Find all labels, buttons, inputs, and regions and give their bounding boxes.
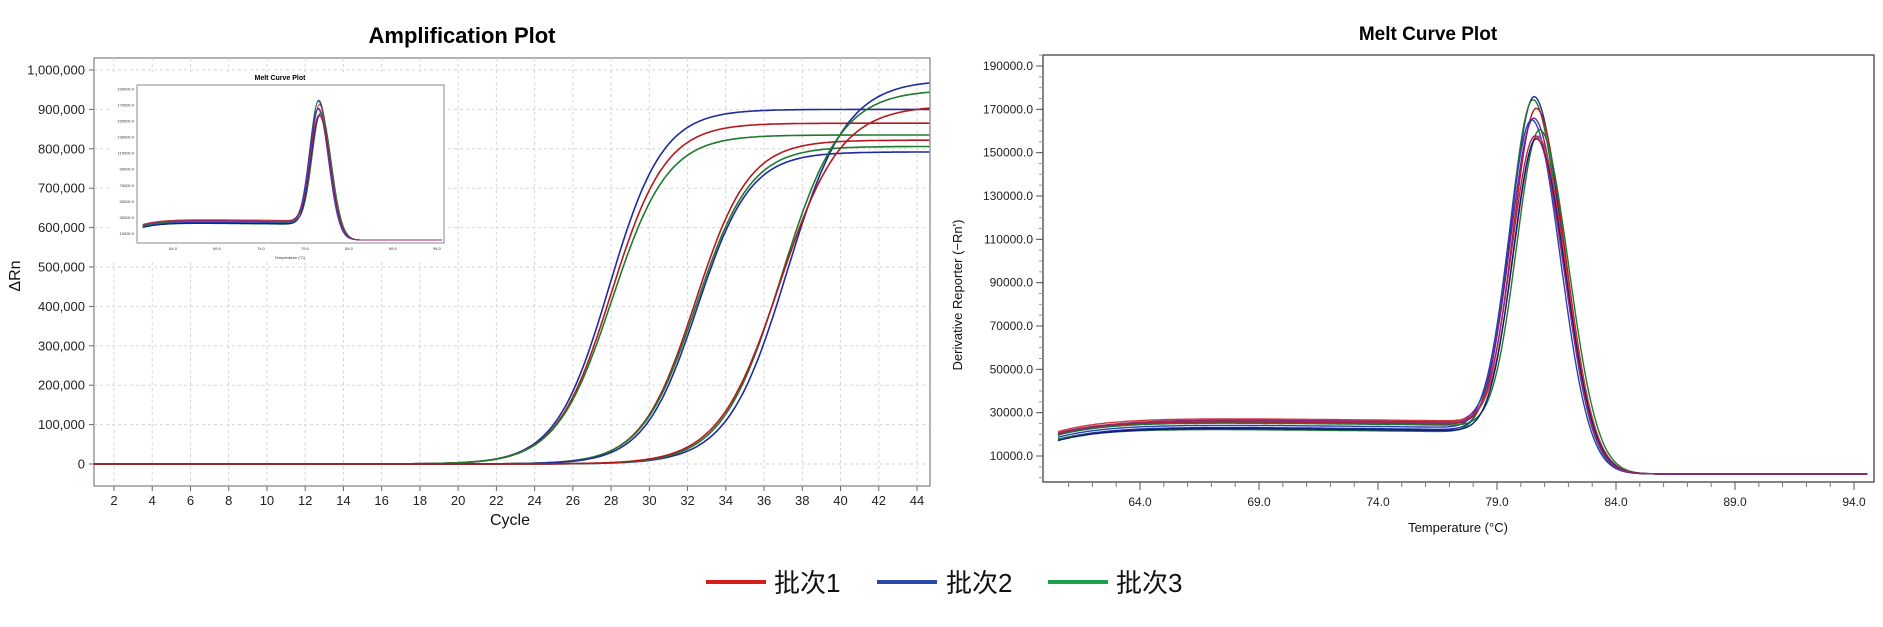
inset-x-tick-label: 94.0 <box>433 246 442 251</box>
inset-melt-curve-9 <box>142 114 442 241</box>
x-tick-label: 16 <box>374 493 388 508</box>
melt-frame <box>1042 54 1875 483</box>
inset-frame <box>136 84 445 244</box>
amplification-y-label: ΔRn <box>7 260 24 291</box>
inset-y-tick-label: 150000.0 <box>117 119 134 124</box>
x-tick-label: 34 <box>719 493 733 508</box>
x-tick-label: 8 <box>225 493 232 508</box>
amplification-curve-9 <box>93 107 930 465</box>
melt-y-tick-label: 50000.0 <box>990 362 1034 376</box>
x-tick-label: 2 <box>110 493 117 508</box>
legend: 批次1 批次2 批次3 <box>706 568 1182 598</box>
y-tick-label: 200,000 <box>38 378 85 393</box>
inset-y-tick-label: 70000.0 <box>120 183 135 188</box>
y-tick-label: 300,000 <box>38 338 85 353</box>
x-tick-label: 42 <box>872 493 886 508</box>
x-tick-label: 36 <box>757 493 771 508</box>
melt-x-tick-label: 64.0 <box>1128 495 1152 509</box>
y-tick-label: 0 <box>78 457 85 472</box>
melt-y-tick-label: 170000.0 <box>983 102 1033 116</box>
x-tick-label: 40 <box>833 493 847 508</box>
inset-x-tick-label: 69.0 <box>213 246 222 251</box>
y-tick-label: 800,000 <box>38 141 85 156</box>
amplification-plot: Amplification Plot 2 4 6 8 10 12 14 16 18 20 22 24 2… <box>7 23 931 529</box>
melt-curve-9 <box>1057 135 1868 475</box>
inset-y-tick-label: 170000.0 <box>117 103 134 108</box>
inset-y-tick-label: 10000.0 <box>120 231 135 236</box>
y-tick-label: 500,000 <box>38 260 85 275</box>
amplification-x-ticks: 2 4 6 8 10 12 14 16 18 20 22 24 26 28 30 32 34 36 38 40 42 44 <box>110 486 924 508</box>
amplification-x-label: Cycle <box>490 512 530 529</box>
y-tick-label: 700,000 <box>38 181 85 196</box>
inset-ticks: 64.0 69.0 74.0 79.0 84.0 89.0 94.0 10000.0 30000… <box>117 87 441 251</box>
y-tick-label: 600,000 <box>38 220 85 235</box>
melt-y-label: Derivative Reporter (−Rn') <box>950 220 965 371</box>
melt-x-tick-label: 94.0 <box>1842 495 1866 509</box>
x-tick-label: 30 <box>642 493 656 508</box>
y-tick-label: 100,000 <box>38 417 85 432</box>
melt-y-tick-label: 10000.0 <box>990 449 1034 463</box>
legend-label-batch2: 批次2 <box>946 568 1012 598</box>
x-tick-label: 44 <box>910 493 924 508</box>
amplification-curves <box>93 82 930 465</box>
inset-x-tick-label: 74.0 <box>257 246 266 251</box>
x-tick-label: 38 <box>795 493 809 508</box>
inset-x-tick-label: 89.0 <box>389 246 398 251</box>
melt-y-tick-label: 70000.0 <box>990 319 1034 333</box>
melt-x-tick-label: 89.0 <box>1723 495 1747 509</box>
melt-x-tick-label: 84.0 <box>1604 495 1628 509</box>
melt-y-tick-label: 150000.0 <box>983 146 1033 160</box>
x-tick-label: 28 <box>604 493 618 508</box>
x-tick-label: 22 <box>489 493 503 508</box>
melt-y-tick-label: 190000.0 <box>983 59 1033 73</box>
melt-x-tick-label: 79.0 <box>1485 495 1509 509</box>
x-tick-label: 10 <box>260 493 274 508</box>
inset-x-tick-label: 84.0 <box>345 246 354 251</box>
melt-x-label: Temperature (°C) <box>1408 520 1508 535</box>
x-tick-label: 18 <box>413 493 427 508</box>
inset-y-tick-label: 50000.0 <box>120 199 135 204</box>
melt-curve-plot: Melt Curve Plot 64.0 69.0 74.0 79.0 84.0 89.0… <box>950 24 1875 535</box>
inset-title: Melt Curve Plot <box>255 75 307 82</box>
inset-curves <box>142 99 442 241</box>
inset-y-tick-label: 190000.0 <box>117 87 134 92</box>
inset-y-tick-label: 110000.0 <box>118 151 135 156</box>
melt-y-tick-label: 130000.0 <box>983 189 1033 203</box>
inset-x-tick-label: 79.0 <box>301 246 310 251</box>
x-tick-label: 26 <box>566 493 580 508</box>
melt-title: Melt Curve Plot <box>1359 24 1498 45</box>
x-tick-label: 24 <box>527 493 541 508</box>
x-tick-label: 12 <box>298 493 312 508</box>
inset-y-tick-label: 90000.0 <box>120 167 135 172</box>
legend-label-batch3: 批次3 <box>1116 568 1182 598</box>
melt-x-tick-label: 74.0 <box>1366 495 1390 509</box>
x-tick-label: 20 <box>451 493 465 508</box>
melt-y-tick-label: 30000.0 <box>990 406 1034 420</box>
inset-x-tick-label: 64.0 <box>169 246 178 251</box>
x-tick-label: 32 <box>680 493 694 508</box>
amplification-title: Amplification Plot <box>369 23 557 48</box>
legend-label-batch1: 批次1 <box>774 568 840 598</box>
x-tick-label: 14 <box>336 493 350 508</box>
melt-ticks: 64.0 69.0 74.0 79.0 84.0 89.0 94.0 10000.0 30000… <box>983 54 1866 509</box>
inset-x-label: Temperature (°C) <box>275 255 306 260</box>
y-tick-label: 1,000,000 <box>27 63 85 78</box>
melt-y-tick-label: 90000.0 <box>990 276 1034 290</box>
x-tick-label: 4 <box>149 493 156 508</box>
y-tick-label: 400,000 <box>38 299 85 314</box>
melt-y-tick-label: 110000.0 <box>984 232 1033 246</box>
melt-x-tick-label: 69.0 <box>1247 495 1271 509</box>
x-tick-label: 6 <box>187 493 194 508</box>
y-tick-label: 900,000 <box>38 102 85 117</box>
amplification-y-ticks: 0 100,000 200,000 300,000 400,000 500,000 600,… <box>27 63 94 472</box>
inset-y-tick-label: 130000.0 <box>117 135 134 140</box>
melt-curves <box>1057 95 1868 475</box>
inset-y-tick-label: 30000.0 <box>120 215 135 220</box>
inset-melt-plot: Melt Curve Plot 64.0 69.0 74.0 79.0 84.0 89.0… <box>110 72 446 262</box>
